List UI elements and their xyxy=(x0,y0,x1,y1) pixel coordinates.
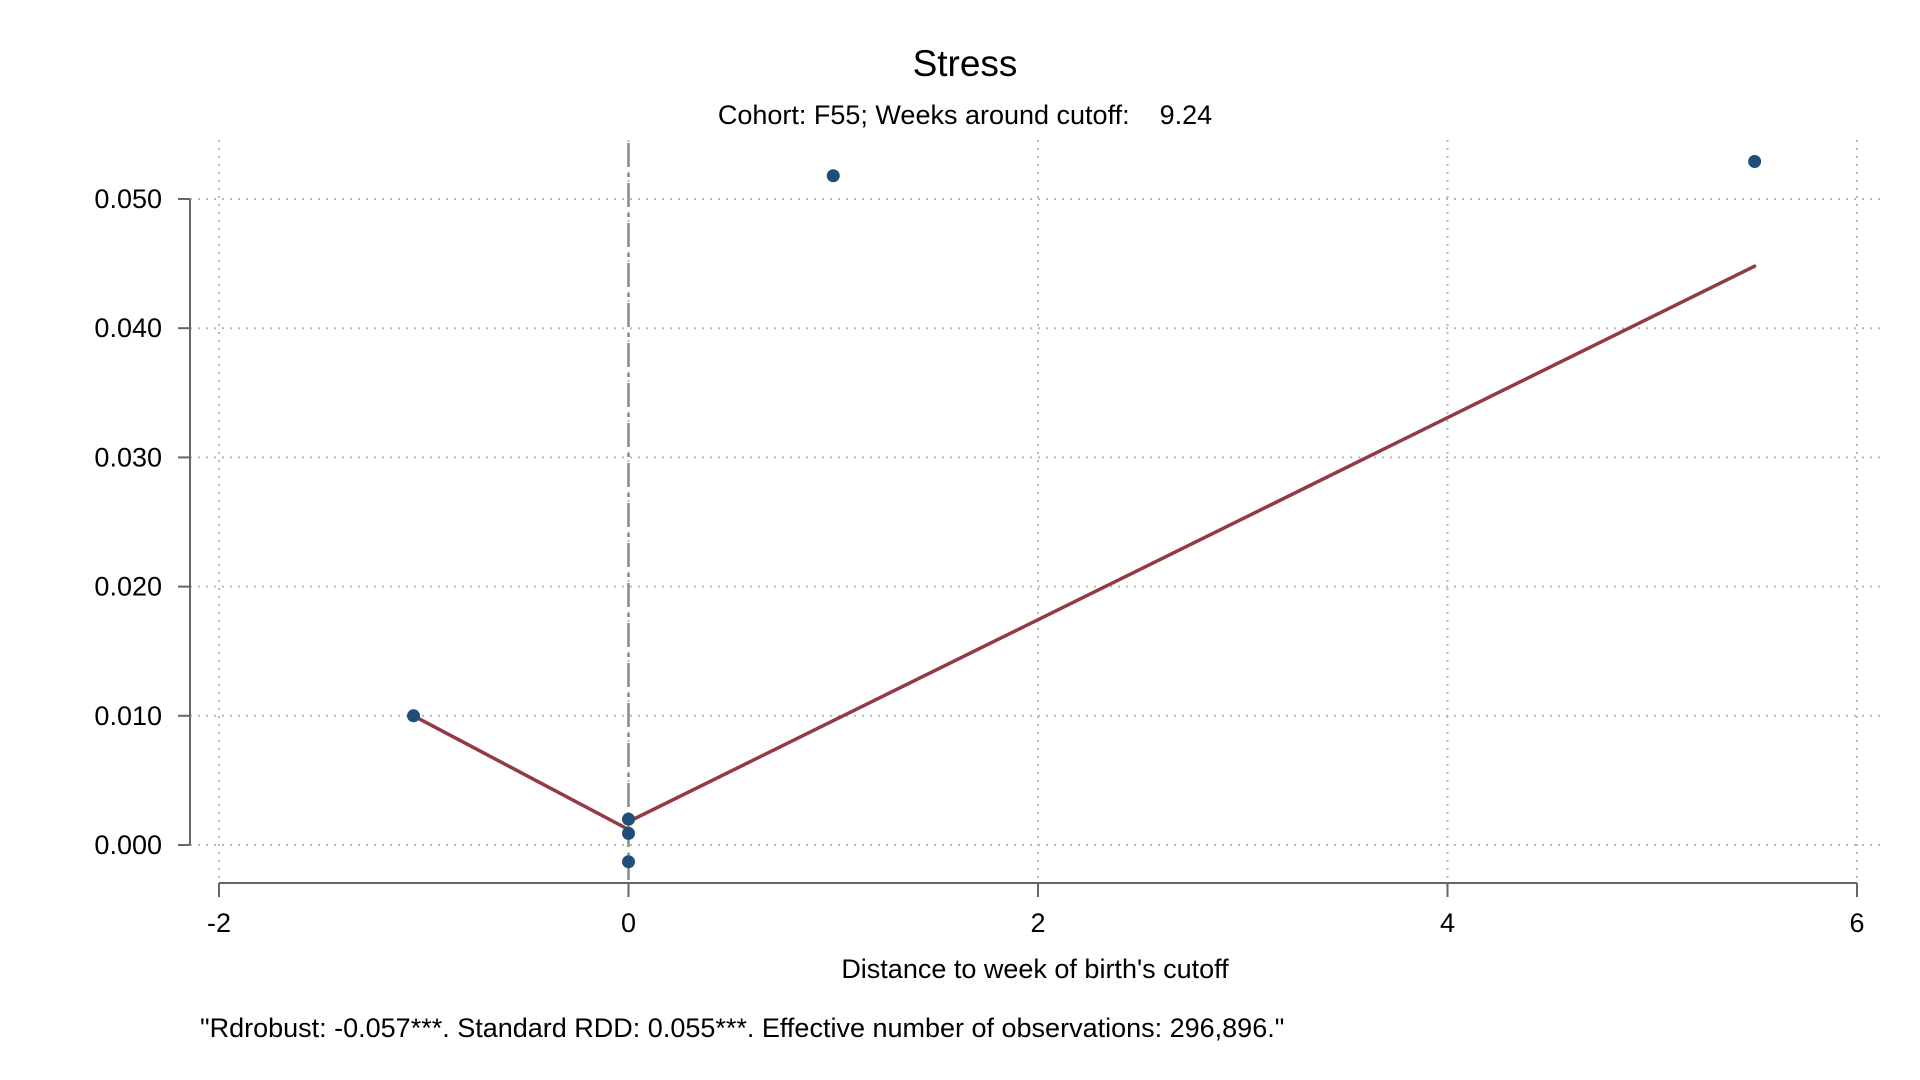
chart-subtitle: Cohort: F55; Weeks around cutoff: 9.24 xyxy=(718,100,1212,130)
x-tick-label: 0 xyxy=(621,908,636,938)
y-tick-label: 0.050 xyxy=(94,184,162,214)
scatter-point xyxy=(1748,155,1762,169)
chart-title: Stress xyxy=(913,43,1018,84)
y-tick-label: 0.010 xyxy=(94,701,162,731)
axes-layer xyxy=(178,198,1858,897)
fit-line-left xyxy=(411,714,631,832)
scatter-point xyxy=(622,826,635,840)
scatter-point xyxy=(622,855,635,869)
x-tick-label: -2 xyxy=(207,908,231,938)
scatter-point xyxy=(407,709,421,723)
points-layer xyxy=(407,155,1762,869)
y-tick-label: 0.040 xyxy=(94,313,162,343)
grid-layer xyxy=(190,140,1885,880)
tick-label-layer: 0.000 0.010 0.020 0.030 0.040 0.050 -2 0 2 4 6 xyxy=(94,184,1864,938)
y-tick-label: 0.020 xyxy=(94,572,162,602)
scatter-point xyxy=(826,169,840,183)
fit-line-right xyxy=(626,264,1757,824)
fit-layer xyxy=(411,264,1757,832)
x-tick-label: 6 xyxy=(1849,908,1864,938)
x-axis-label: Distance to week of birth's cutoff xyxy=(841,954,1229,984)
y-tick-label: 0.000 xyxy=(94,830,162,860)
chart-note: "Rdrobust: -0.057***. Standard RDD: 0.05… xyxy=(200,1013,1284,1043)
y-tick-label: 0.030 xyxy=(94,442,162,472)
x-tick-label: 2 xyxy=(1030,908,1045,938)
x-tick-label: 4 xyxy=(1440,908,1455,938)
scatter-point xyxy=(622,812,635,826)
